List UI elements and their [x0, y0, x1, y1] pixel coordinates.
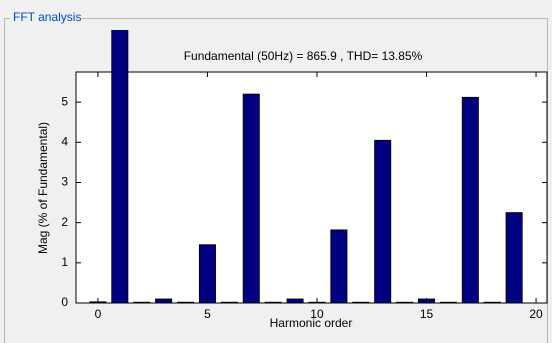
bar	[461, 96, 479, 304]
bar	[330, 229, 348, 304]
panel-title: FFT analysis	[13, 10, 81, 24]
x-tick-label: 20	[529, 307, 543, 321]
bar	[396, 301, 414, 304]
bar	[352, 301, 370, 304]
bar	[220, 301, 238, 304]
x-axis-label: Harmonic order	[270, 316, 353, 330]
y-tick-label: 2	[61, 215, 68, 229]
y-tick-label: 5	[61, 94, 68, 108]
bar	[155, 298, 173, 304]
y-axis-label: Mag (% of Fundamental)	[36, 122, 50, 254]
x-tick-label: 0	[95, 307, 102, 321]
bar	[198, 244, 216, 304]
y-tick-label: 4	[61, 134, 68, 148]
bar	[111, 30, 129, 304]
title-backdrop	[10, 10, 82, 26]
y-tick-label: 0	[61, 295, 68, 309]
bar	[264, 301, 282, 304]
x-tick-label: 15	[420, 307, 434, 321]
bars	[89, 30, 523, 304]
bar	[374, 139, 392, 304]
chart-title: Fundamental (50Hz) = 865.9 , THD= 13.85%	[184, 49, 423, 63]
bar	[505, 212, 523, 304]
bar	[242, 93, 260, 304]
bar	[177, 301, 195, 304]
bar	[133, 301, 151, 304]
x-tick-label: 5	[204, 307, 211, 321]
bar	[483, 301, 501, 304]
bar	[286, 298, 304, 304]
x-tick-label: 10	[310, 307, 324, 321]
y-tick-label: 1	[61, 255, 68, 269]
bar	[439, 301, 457, 304]
y-tick-label: 3	[61, 175, 68, 189]
